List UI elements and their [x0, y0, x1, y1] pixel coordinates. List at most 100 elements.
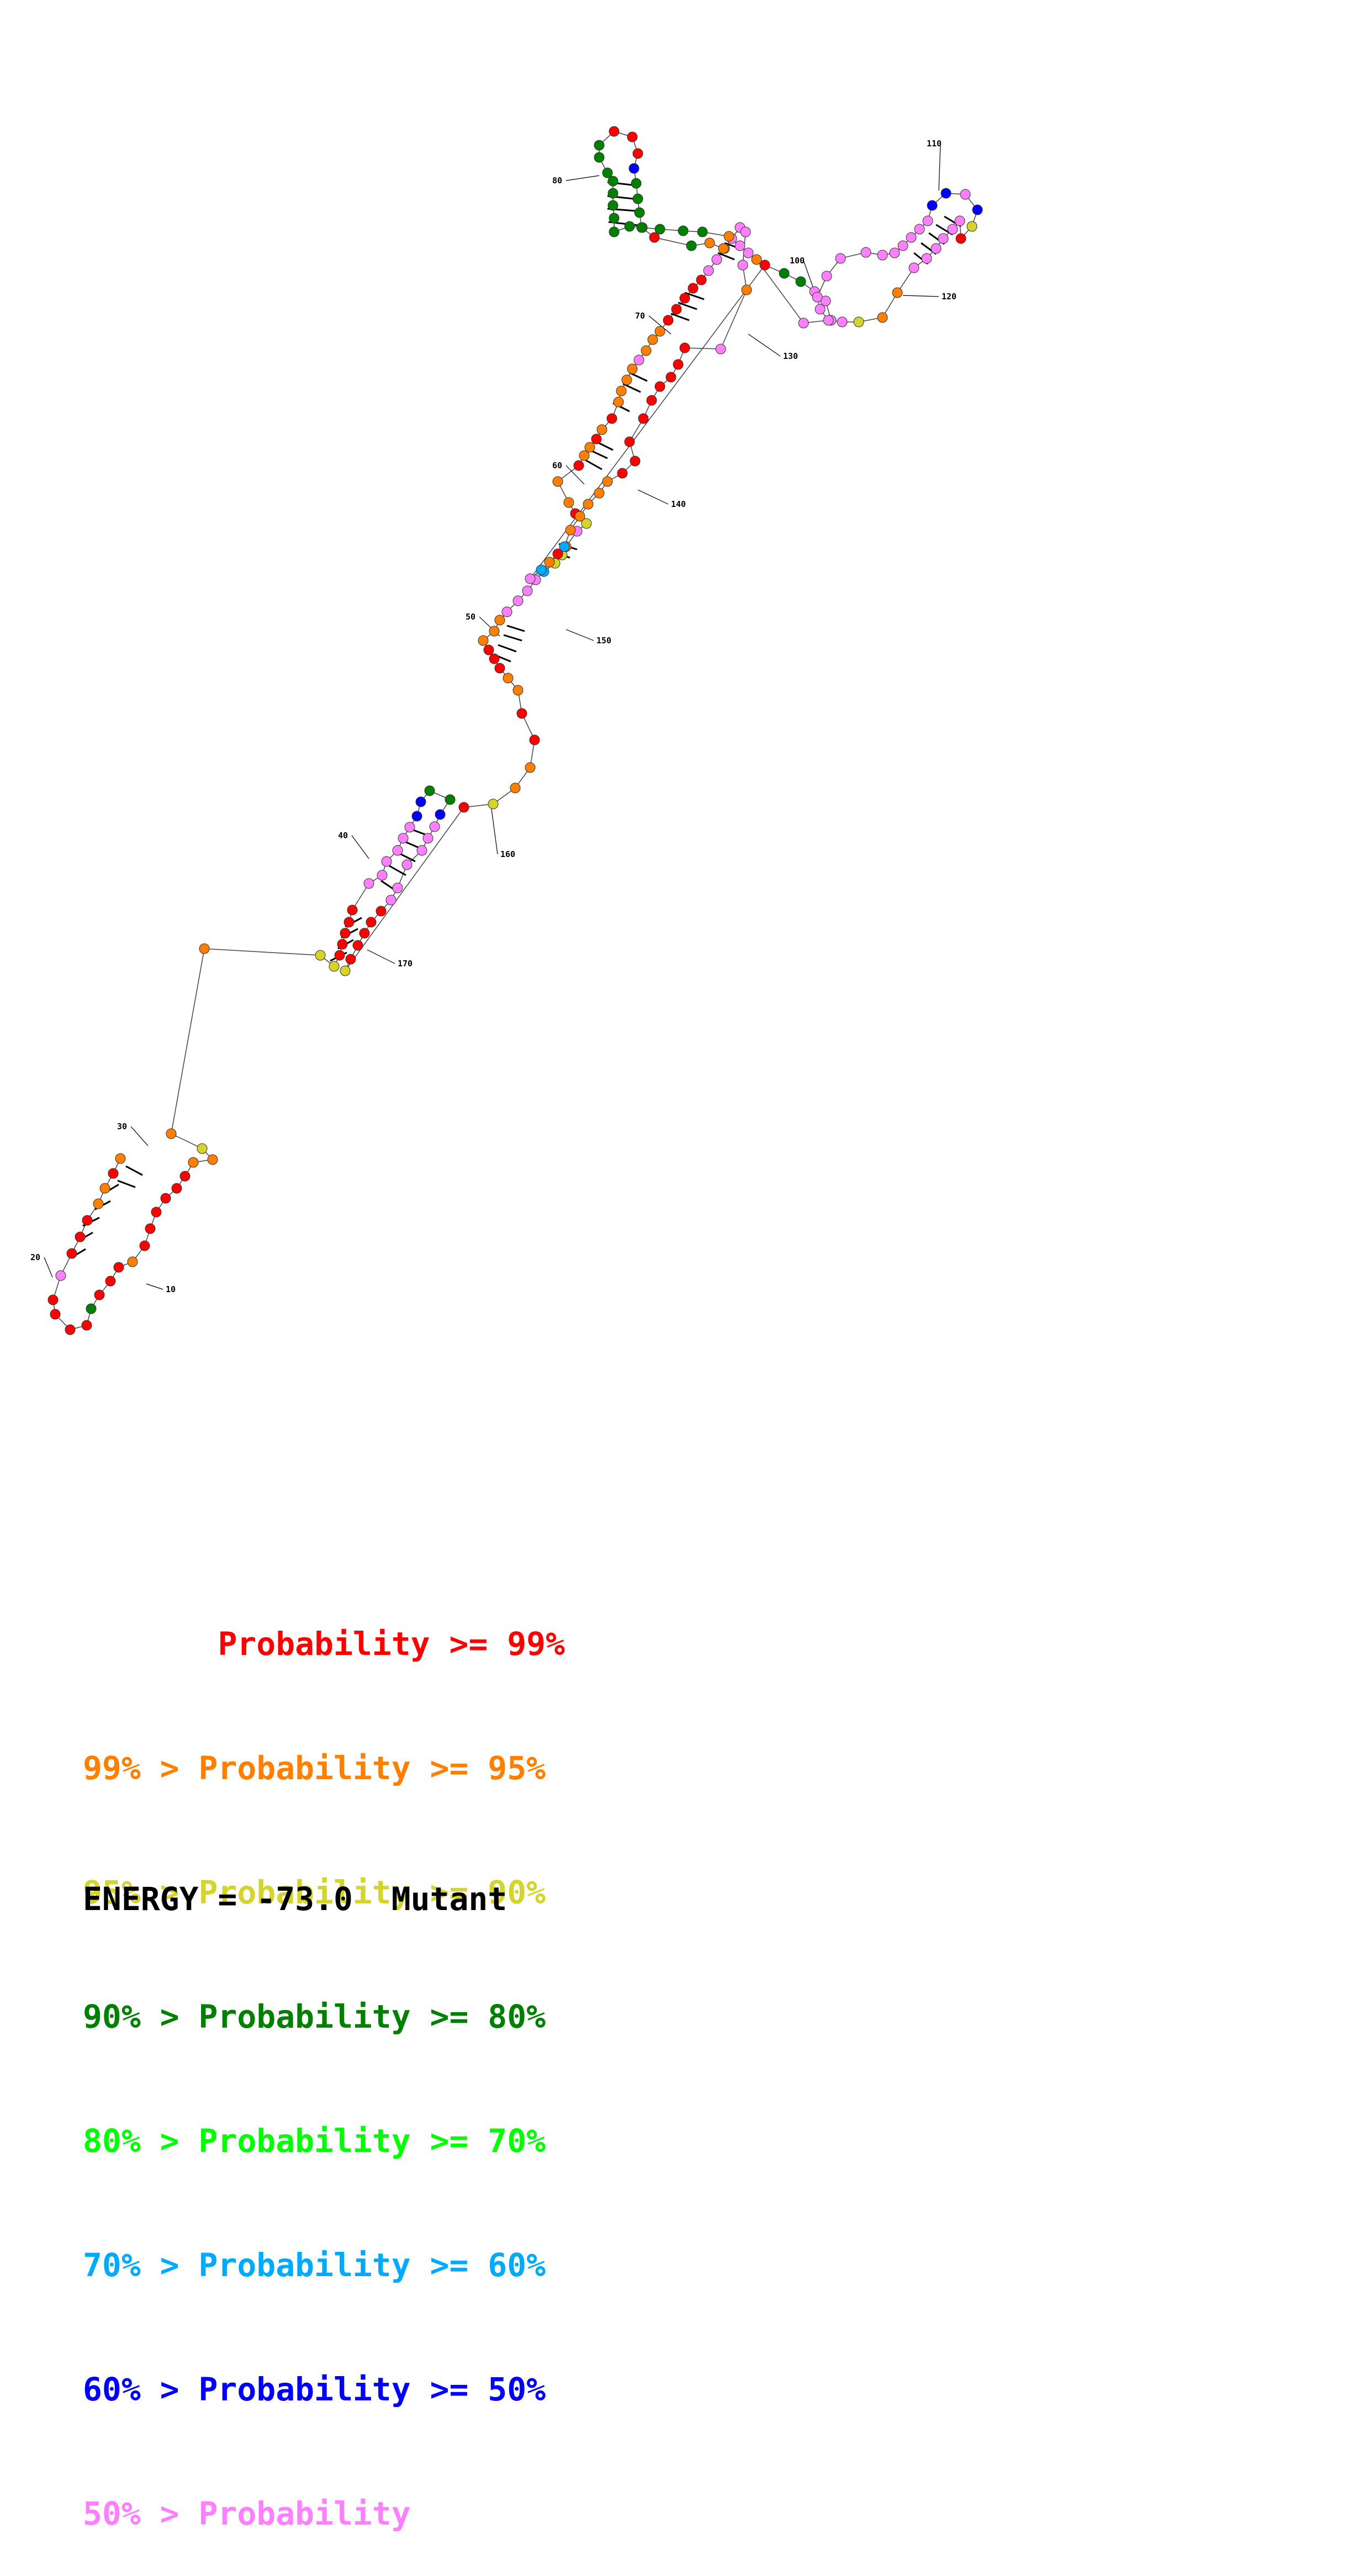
nucleotide-circle — [688, 283, 699, 294]
position-label: 130 — [783, 351, 798, 361]
nucleotide-circle — [812, 292, 823, 303]
nucleotide-circle — [552, 476, 563, 487]
nucleotide — [494, 615, 505, 626]
nucleotide — [636, 222, 647, 233]
nucleotide-circle — [609, 213, 620, 224]
nucleotide-circle — [160, 1193, 171, 1204]
nucleotide — [366, 917, 377, 928]
nucleotide — [584, 442, 595, 453]
nucleotide-circle — [646, 395, 657, 406]
nucleotide — [877, 250, 888, 261]
nucleotide — [821, 271, 832, 282]
nucleotide — [609, 126, 620, 137]
nucleotide — [525, 762, 536, 773]
nucleotide-circle — [741, 284, 752, 295]
nucleotide — [624, 221, 635, 232]
nucleotide-circle — [889, 247, 900, 258]
nucleotide — [591, 433, 602, 445]
nucleotide-circle — [411, 811, 422, 822]
nucleotide-circle — [596, 424, 607, 435]
nucleotide-circle — [329, 961, 340, 972]
nucleotide — [703, 265, 714, 276]
nucleotide-circle — [207, 1154, 218, 1165]
legend-prefix: 99% > — [83, 1749, 199, 1787]
nucleotide — [853, 316, 864, 327]
nucleotide-circle — [860, 247, 871, 258]
nucleotide — [583, 499, 594, 510]
nucleotide — [972, 204, 983, 215]
legend-label: Probability >= 90% — [198, 1874, 546, 1911]
nucleotide — [686, 240, 697, 251]
nucleotide — [340, 965, 351, 976]
position-label: 30 — [117, 1122, 127, 1131]
nucleotide-circle — [503, 673, 514, 684]
nucleotide-circle — [954, 215, 965, 226]
nucleotide — [385, 895, 397, 906]
nucleotide — [613, 396, 624, 408]
nucleotide-circle — [166, 1128, 177, 1139]
nucleotide-circle — [594, 488, 605, 499]
legend-row: Probability >= 99% — [83, 1623, 565, 1665]
nucleotide — [536, 564, 547, 575]
nucleotide — [654, 381, 665, 392]
nucleotide-circle — [113, 1262, 124, 1273]
nucleotide — [671, 304, 682, 315]
nucleotide-circle — [649, 232, 660, 243]
nucleotide-circle — [737, 260, 748, 271]
nucleotide — [544, 557, 555, 568]
nucleotide — [445, 794, 456, 805]
nucleotide — [743, 247, 754, 258]
base-pair-bond — [506, 625, 525, 632]
nucleotide — [315, 950, 326, 961]
nucleotide-circle — [574, 511, 585, 522]
nucleotide-circle — [634, 207, 645, 218]
nucleotide — [50, 1309, 61, 1320]
nucleotide-circle — [579, 450, 590, 461]
nucleotide-circle — [633, 355, 644, 366]
nucleotide-circle — [188, 1157, 199, 1168]
nucleotide-circle — [529, 734, 540, 745]
nucleotide-circle — [93, 1198, 104, 1209]
nucleotide-circle — [66, 1248, 77, 1259]
nucleotide-circle — [429, 821, 440, 832]
nucleotide — [334, 950, 345, 961]
nucleotide-circle — [392, 845, 403, 856]
nucleotide — [908, 262, 919, 273]
nucleotide-circle — [197, 1143, 208, 1154]
nucleotide-circle — [823, 315, 834, 326]
nucleotide — [616, 385, 627, 396]
leader-line — [565, 629, 594, 641]
position-label: 170 — [398, 959, 413, 969]
nucleotide-circle — [621, 374, 632, 385]
nucleotide-circle — [340, 965, 351, 976]
nucleotide — [931, 243, 942, 254]
nucleotide-circle — [632, 148, 643, 159]
nucleotide — [552, 476, 563, 487]
nucleotide — [906, 232, 917, 243]
nucleotide-circle — [613, 396, 624, 408]
nucleotide-circle — [627, 363, 638, 374]
nucleotide — [723, 231, 734, 242]
nucleotide — [512, 595, 524, 606]
nucleotide-circle — [315, 950, 326, 961]
nucleotide-circle — [75, 1231, 86, 1242]
nucleotide — [503, 673, 514, 684]
nucleotide-circle — [609, 226, 620, 237]
nucleotide-circle — [377, 870, 388, 881]
nucleotide-circle — [583, 499, 594, 510]
backbone-path — [52, 131, 978, 1330]
nucleotide-circle — [607, 176, 619, 187]
nucleotide-circle — [616, 385, 627, 396]
nucleotide-circle — [82, 1215, 93, 1226]
nucleotide — [594, 152, 605, 163]
nucleotide — [415, 796, 426, 807]
leader-line — [902, 295, 939, 297]
nucleotide-circle — [927, 200, 938, 211]
nucleotide — [199, 943, 210, 954]
base-pair-bond — [622, 383, 641, 393]
position-leader-lines — [44, 143, 941, 1290]
nucleotide-circle — [734, 240, 746, 251]
nucleotide-circle — [584, 442, 595, 453]
nucleotide — [522, 585, 533, 596]
energy-label: ENERGY = — [83, 1880, 257, 1918]
